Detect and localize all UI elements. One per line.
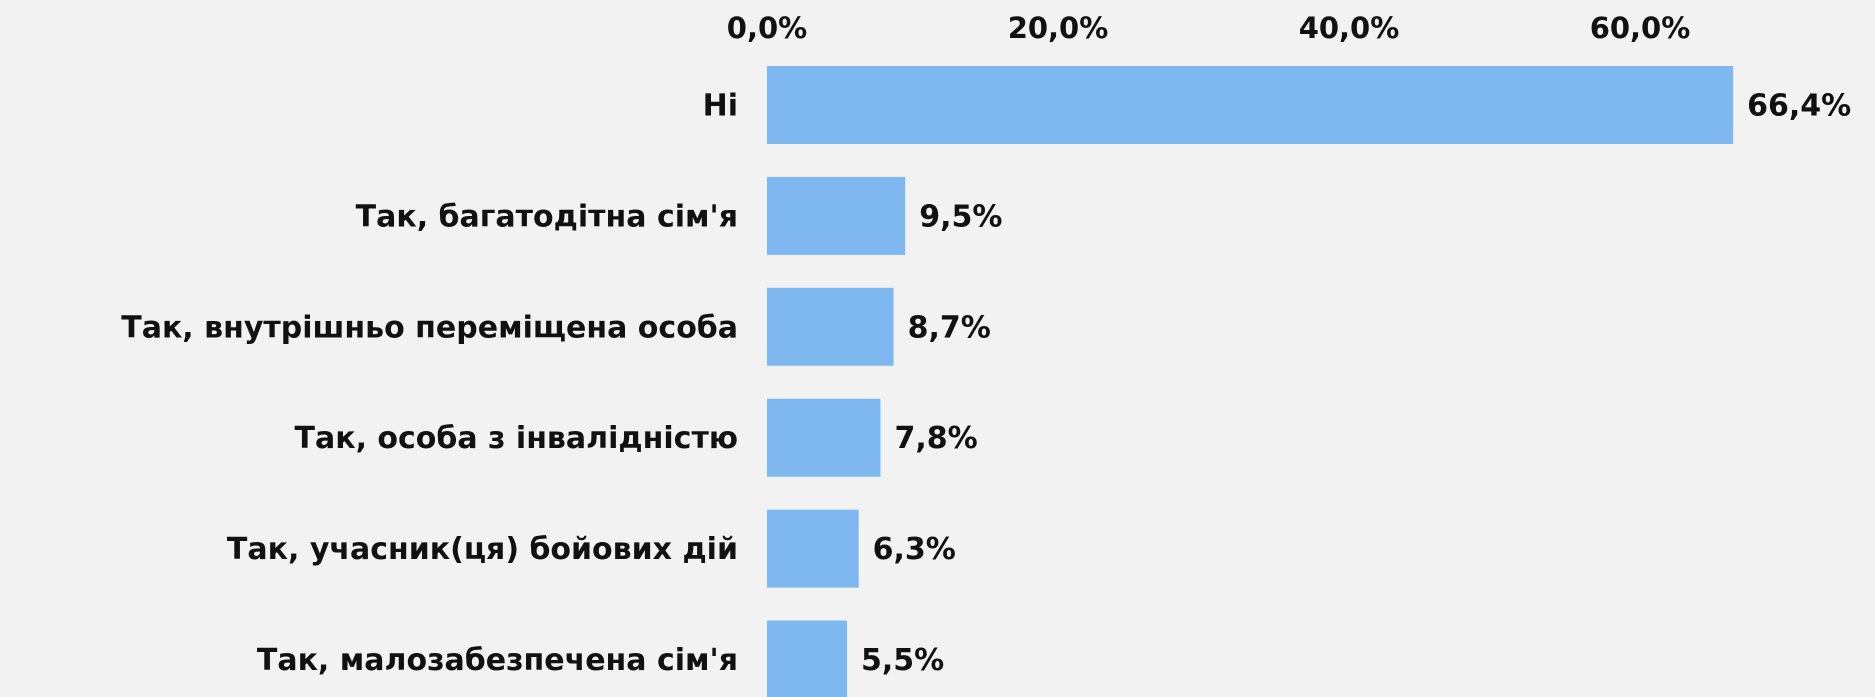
value-label: 8,7% xyxy=(908,310,991,345)
bar xyxy=(767,66,1734,144)
category-label: Так, багатодітна сім'я xyxy=(356,199,738,234)
category-label: Так, особа з інвалідністю xyxy=(295,421,739,456)
value-label: 66,4% xyxy=(1747,89,1851,124)
bar xyxy=(767,398,881,477)
x-tick-label: 60,0% xyxy=(1590,11,1691,45)
bar xyxy=(767,176,906,255)
value-label: 5,5% xyxy=(861,643,944,678)
bar xyxy=(767,620,848,697)
x-tick-label: 40,0% xyxy=(1299,11,1400,45)
x-tick-label: 20,0% xyxy=(1008,11,1109,45)
value-label: 9,5% xyxy=(919,199,1002,234)
category-label: Так, внутрішньо переміщена особа xyxy=(121,310,738,345)
category-label: Так, учасник(ця) бойових дій xyxy=(227,532,738,567)
bar xyxy=(767,287,894,366)
category-label: Так, малозабезпечена сім'я xyxy=(257,643,738,678)
value-label: 7,8% xyxy=(894,421,977,456)
category-label: Ні xyxy=(703,89,738,124)
x-tick-label: 0,0% xyxy=(727,11,807,45)
bar xyxy=(767,509,859,588)
value-label: 6,3% xyxy=(873,532,956,567)
